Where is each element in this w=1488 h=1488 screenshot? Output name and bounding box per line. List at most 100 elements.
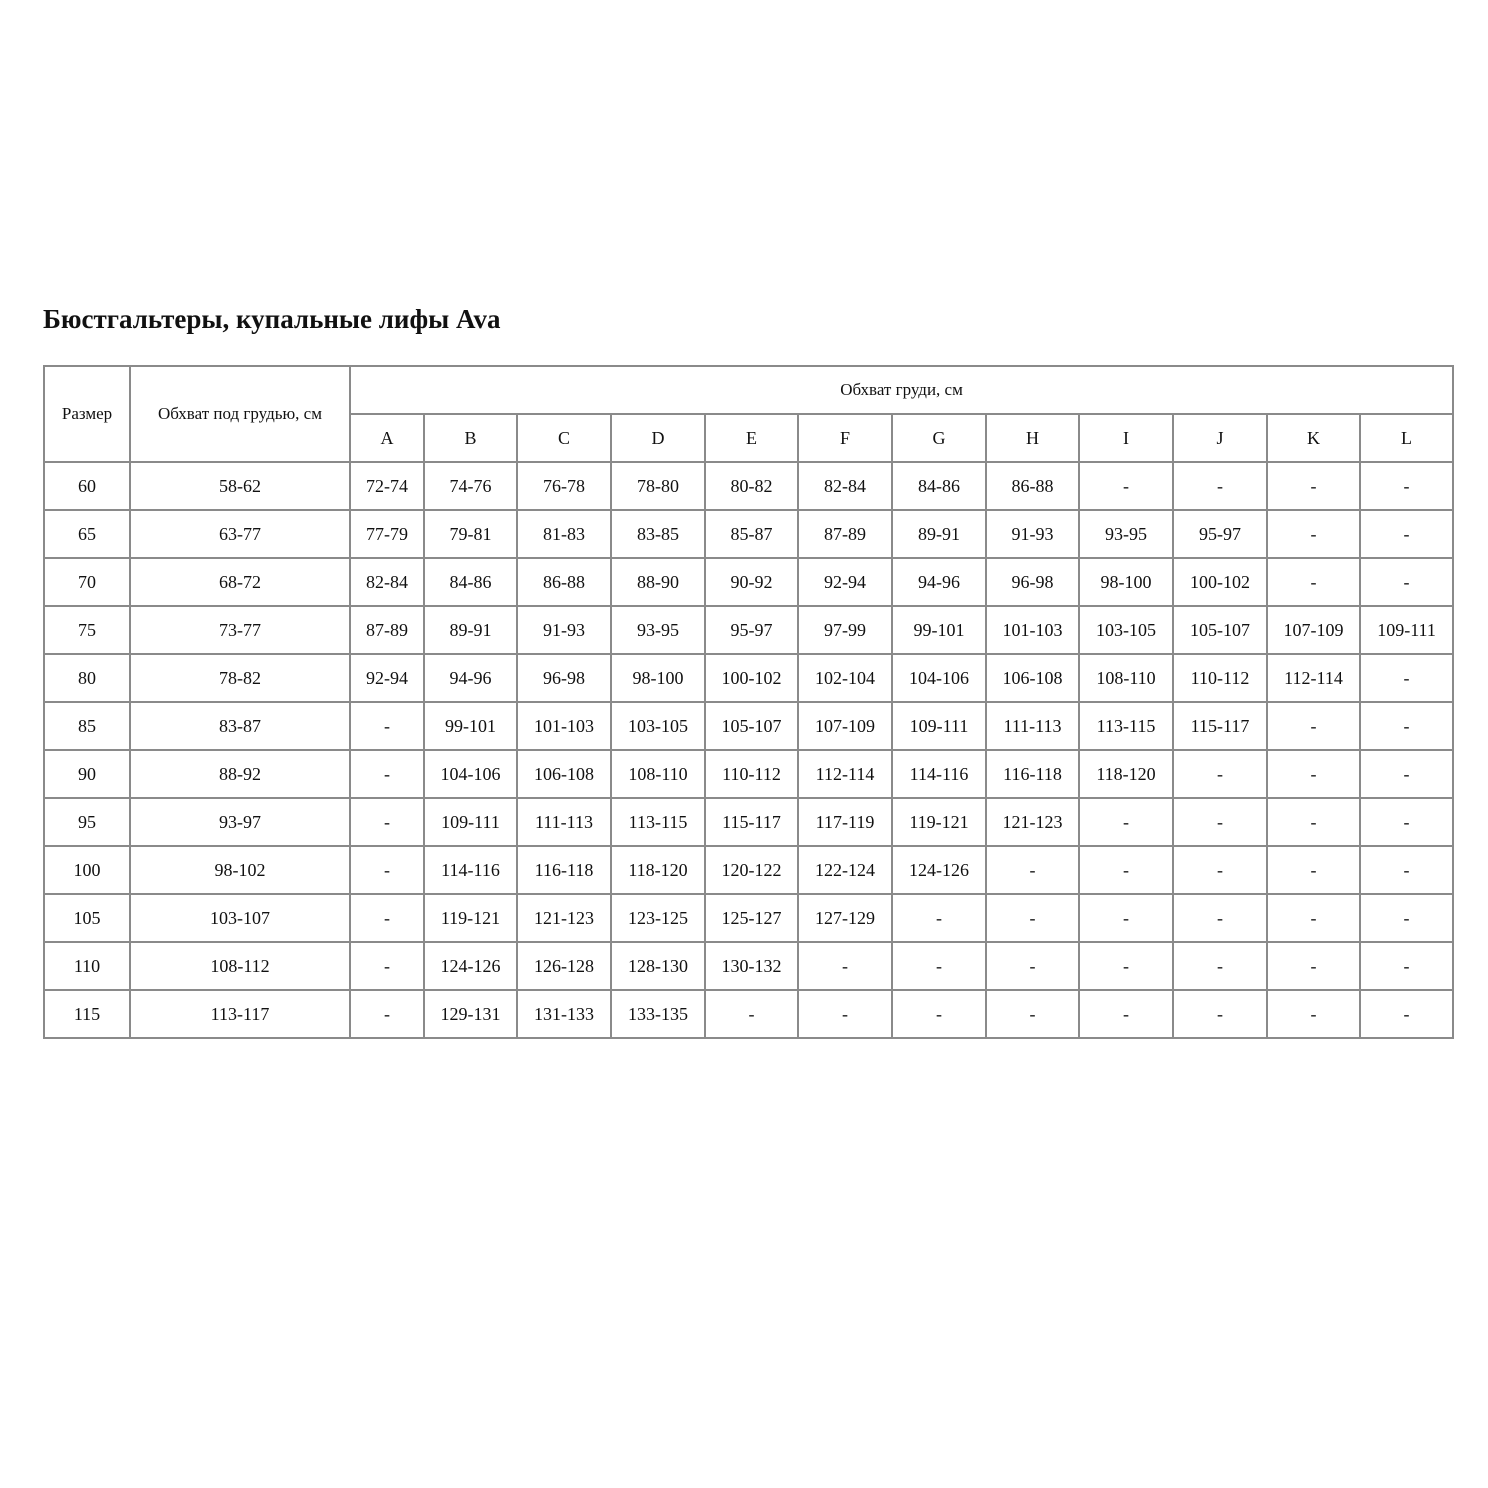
bust-cell-e: 100-102 (704, 653, 799, 703)
bust-cell-a: - (349, 845, 425, 895)
bust-cell-k: 112-114 (1266, 653, 1361, 703)
bust-cell-b: 129-131 (423, 989, 518, 1039)
bust-cell-c: 91-93 (516, 605, 612, 655)
bust-cell-e: 105-107 (704, 701, 799, 751)
bust-cell-e: 90-92 (704, 557, 799, 607)
page-title: Бюстгальтеры, купальные лифы Ava (43, 304, 501, 334)
header-bust: Обхват груди, см (348, 365, 1455, 415)
header-row-1: Размер Обхват под грудью, см Обхват груд… (43, 365, 1455, 463)
header-size: Размер (43, 365, 131, 463)
bust-cell-a: - (349, 941, 425, 991)
size-cell: 100 (43, 845, 131, 895)
size-cell: 110 (43, 941, 131, 991)
underbust-cell: 93-97 (129, 797, 351, 847)
bust-cell-d: 98-100 (610, 653, 706, 703)
bust-cell-k: - (1266, 701, 1361, 751)
bust-cell-c: 96-98 (516, 653, 612, 703)
cup-header-a: A (349, 413, 425, 463)
bust-cell-d: 123-125 (610, 893, 706, 943)
bust-cell-e: 120-122 (704, 845, 799, 895)
bust-cell-h: 111-113 (985, 701, 1080, 751)
bust-cell-a: - (349, 701, 425, 751)
bust-cell-i: - (1078, 797, 1174, 847)
bust-cell-e: 125-127 (704, 893, 799, 943)
bust-cell-h: - (985, 893, 1080, 943)
bust-cell-d: 108-110 (610, 749, 706, 799)
bust-cell-k: - (1266, 941, 1361, 991)
size-cell: 85 (43, 701, 131, 751)
bust-cell-i: 118-120 (1078, 749, 1174, 799)
bust-cell-h: 86-88 (985, 461, 1080, 511)
bust-cell-b: 119-121 (423, 893, 518, 943)
size-cell: 95 (43, 797, 131, 847)
bust-cell-c: 81-83 (516, 509, 612, 559)
bust-cell-j: - (1172, 797, 1268, 847)
bust-cell-h: - (985, 941, 1080, 991)
size-cell: 75 (43, 605, 131, 655)
bust-cell-b: 99-101 (423, 701, 518, 751)
bust-cell-f: 122-124 (797, 845, 893, 895)
bust-cell-i: - (1078, 461, 1174, 511)
bust-cell-k: - (1266, 557, 1361, 607)
bust-cell-k: - (1266, 845, 1361, 895)
bust-cell-b: 89-91 (423, 605, 518, 655)
bust-cell-e: 115-117 (704, 797, 799, 847)
bust-cell-f: 82-84 (797, 461, 893, 511)
bust-cell-l: - (1358, 749, 1455, 799)
underbust-cell: 83-87 (129, 701, 351, 751)
bust-cell-h: - (985, 989, 1080, 1039)
bust-cell-c: 111-113 (516, 797, 612, 847)
bust-cell-j: - (1172, 461, 1268, 511)
bust-cell-i: - (1078, 893, 1174, 943)
bust-cell-j: - (1172, 749, 1268, 799)
cup-header-h: H (985, 413, 1080, 463)
bust-cell-i: 98-100 (1078, 557, 1174, 607)
bust-cell-j: 115-117 (1172, 701, 1268, 751)
cup-header-b: B (423, 413, 518, 463)
bust-cell-e: 85-87 (704, 509, 799, 559)
bust-cell-c: 126-128 (516, 941, 612, 991)
bust-cell-c: 121-123 (516, 893, 612, 943)
bust-cell-g: 119-121 (891, 797, 987, 847)
bust-cell-c: 86-88 (516, 557, 612, 607)
bust-cell-i: - (1078, 989, 1174, 1039)
bust-cell-k: - (1266, 893, 1361, 943)
bust-cell-b: 109-111 (423, 797, 518, 847)
bust-cell-l: - (1358, 797, 1455, 847)
size-cell: 80 (43, 653, 131, 703)
cup-header-f: F (797, 413, 893, 463)
table-row: 75 73-77 87-89 89-91 91-93 93-95 95-97 97-99 99-… (43, 605, 1455, 655)
cup-header-d: D (610, 413, 706, 463)
bust-cell-b: 104-106 (423, 749, 518, 799)
bust-cell-b: 94-96 (423, 653, 518, 703)
bust-cell-g: 89-91 (891, 509, 987, 559)
cup-header-c: C (516, 413, 612, 463)
bust-cell-j: - (1172, 941, 1268, 991)
bust-cell-d: 88-90 (610, 557, 706, 607)
bust-cell-i: - (1078, 845, 1174, 895)
bust-cell-f: 112-114 (797, 749, 893, 799)
bust-cell-a: 87-89 (349, 605, 425, 655)
bust-cell-d: 93-95 (610, 605, 706, 655)
bust-cell-e: 80-82 (704, 461, 799, 511)
bust-cell-h: 101-103 (985, 605, 1080, 655)
underbust-cell: 78-82 (129, 653, 351, 703)
bust-cell-b: 124-126 (423, 941, 518, 991)
bust-cell-d: 103-105 (610, 701, 706, 751)
bust-cell-a: - (349, 989, 425, 1039)
bust-cell-f: - (797, 941, 893, 991)
bust-cell-i: 93-95 (1078, 509, 1174, 559)
bust-cell-d: 128-130 (610, 941, 706, 991)
underbust-cell: 113-117 (129, 989, 351, 1039)
header-underbust: Обхват под грудью, см (129, 365, 351, 463)
bust-cell-l: - (1358, 461, 1455, 511)
underbust-cell: 103-107 (129, 893, 351, 943)
size-cell: 60 (43, 461, 131, 511)
bust-cell-a: 77-79 (349, 509, 425, 559)
table-row: 80 78-82 92-94 94-96 96-98 98-100 100-102 102-1… (43, 653, 1455, 703)
bust-cell-c: 76-78 (516, 461, 612, 511)
bust-cell-d: 133-135 (610, 989, 706, 1039)
table-row: 90 88-92-104-106 106-108 108-110 110-112 112-… (43, 749, 1455, 799)
bust-cell-i: - (1078, 941, 1174, 991)
